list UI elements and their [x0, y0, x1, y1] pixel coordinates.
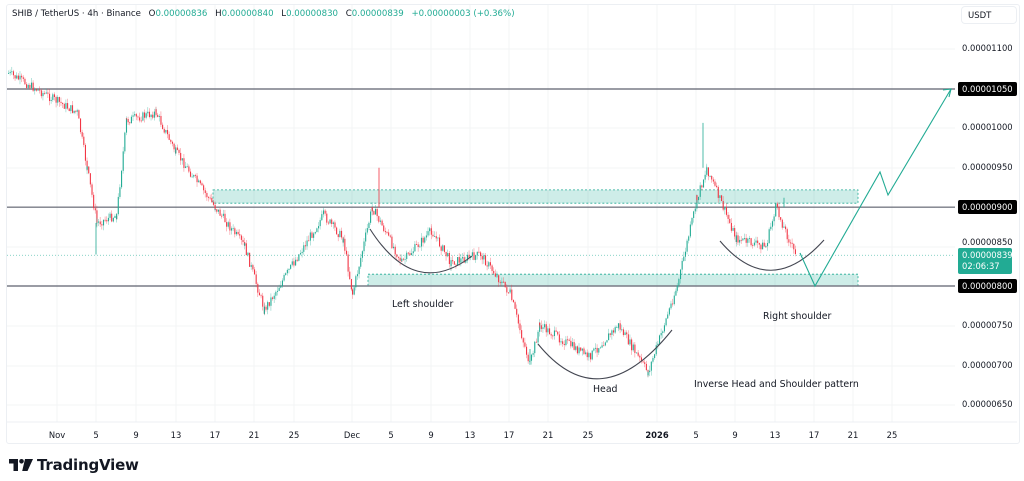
time-tick-label: 25: [886, 430, 898, 440]
price-zones: [7, 189, 955, 287]
current-price: 0.00000839: [962, 250, 1013, 260]
close-value: 0.00000839: [351, 9, 404, 19]
right-shoulder-label: Right shoulder: [763, 311, 832, 322]
price-tick-label: 0.00000700: [962, 360, 1013, 370]
level-price-badge: 0.00001050: [958, 82, 1017, 96]
tradingview-logo[interactable]: TradingView: [9, 456, 139, 474]
bar-countdown: 02:06:37: [962, 261, 1000, 271]
time-tick-label: 17: [503, 430, 515, 440]
candlesticks: [8, 66, 796, 378]
horizontal-levels: [7, 88, 955, 287]
tradingview-logo-icon: [9, 459, 33, 471]
left-shoulder-label: Left shoulder: [392, 299, 454, 310]
time-tick-label: 25: [288, 430, 300, 440]
high-value: 0.00000840: [221, 9, 274, 19]
pattern-label: Inverse Head and Shoulder pattern: [694, 379, 859, 390]
head-label: Head: [593, 384, 618, 395]
level-price-badge: 0.00000800: [958, 279, 1017, 293]
time-tick-label: 9: [732, 430, 738, 440]
tradingview-wordmark: TradingView: [37, 456, 139, 474]
time-tick-label: 5: [93, 430, 99, 440]
time-tick-label: 13: [769, 430, 781, 440]
time-tick-label: 21: [847, 430, 859, 440]
time-tick-label: 2026: [645, 430, 669, 440]
price-tick-label: 0.00000950: [962, 162, 1013, 172]
level-price-badge: 0.00000900: [958, 200, 1017, 214]
shoulder-arcs: [369, 228, 825, 380]
grid-lines: [7, 5, 1017, 423]
currency-selector[interactable]: USDT: [961, 6, 1017, 24]
time-tick-label: 5: [388, 430, 394, 440]
time-tick-label: Dec: [343, 430, 361, 440]
low-value: 0.00000830: [286, 9, 339, 19]
time-tick-label: Nov: [48, 430, 66, 440]
change-value: +0.00000003 (+0.36%): [411, 9, 515, 19]
symbol-title[interactable]: SHIB / TetherUS · 4h · Binance: [12, 9, 141, 19]
projection-path: [799, 88, 952, 288]
time-tick-label: 13: [170, 430, 182, 440]
ohlc-legend: SHIB / TetherUS · 4h · Binance O0.000008…: [12, 9, 515, 19]
time-tick-label: 17: [808, 430, 820, 440]
time-tick-label: 21: [542, 430, 554, 440]
open-value: 0.00000836: [155, 9, 208, 19]
price-tick-label: 0.00000850: [962, 237, 1013, 247]
time-tick-label: 9: [428, 430, 434, 440]
chart-frame: [6, 4, 1020, 444]
price-tick-label: 0.00000650: [962, 399, 1013, 409]
price-tick-label: 0.00000750: [962, 320, 1013, 330]
current-price-badge: 0.00000839 02:06:37: [958, 248, 1013, 274]
price-tick-label: 0.00001000: [962, 122, 1013, 132]
time-tick-label: 9: [133, 430, 139, 440]
time-tick-label: 21: [248, 430, 260, 440]
time-tick-label: 25: [582, 430, 594, 440]
price-tick-label: 0.00001100: [962, 43, 1013, 53]
time-tick-label: 13: [464, 430, 476, 440]
time-tick-label: 5: [693, 430, 699, 440]
time-tick-label: 17: [209, 430, 221, 440]
